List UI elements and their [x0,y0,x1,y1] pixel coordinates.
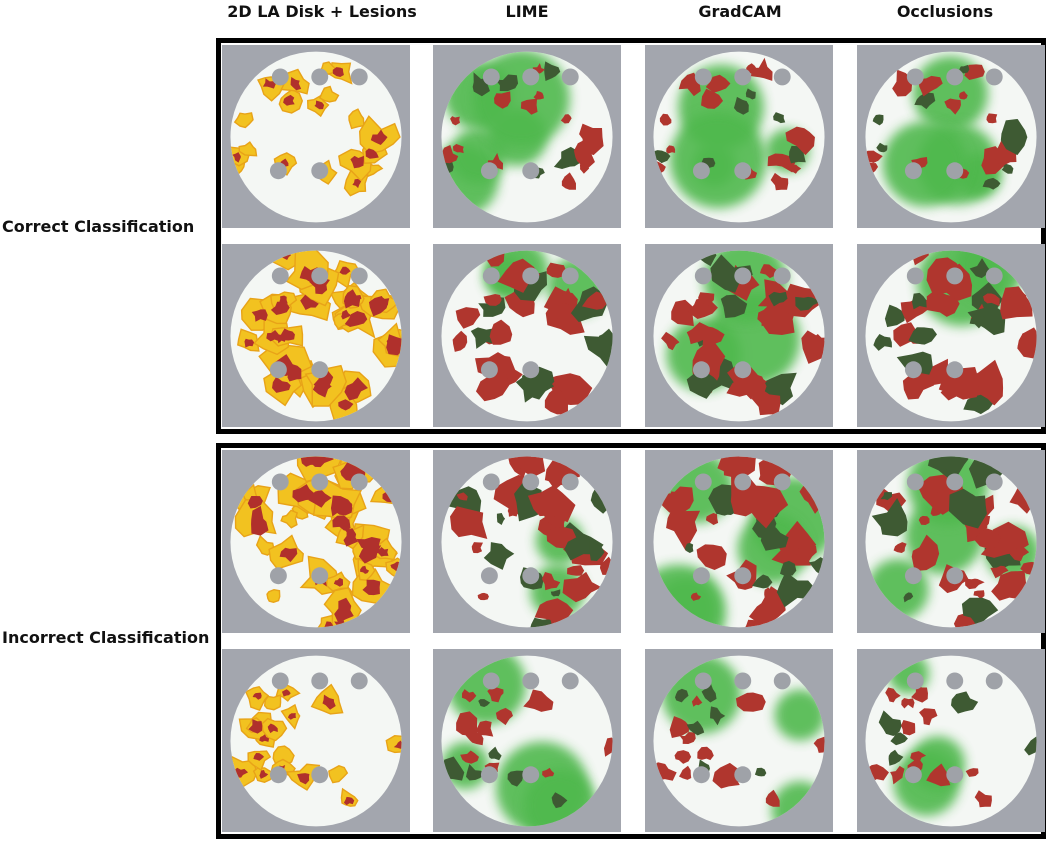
tile-occlusions-correct-2 [857,244,1045,427]
tile-occlusions-correct-1 [857,45,1045,228]
disk-image [441,456,613,628]
tile-lime-incorrect-2 [433,649,621,832]
disk-image [865,51,1037,223]
tile-lime-correct-2 [433,244,621,427]
disk-image [865,250,1037,422]
disk-image [441,51,613,223]
disk-image [653,456,825,628]
tile-occlusions-incorrect-2 [857,649,1045,832]
disk-image [865,655,1037,827]
tile-lime-correct-1 [433,45,621,228]
disk-image [441,250,613,422]
tile-input-correct-2 [222,244,410,427]
disk-image [653,250,825,422]
column-header-input: 2D LA Disk + Lesions [227,2,417,21]
tile-gradcam-incorrect-1 [645,450,833,633]
disk-image [230,250,402,422]
tile-gradcam-correct-2 [645,244,833,427]
tile-lime-incorrect-1 [433,450,621,633]
disk-image [230,456,402,628]
group-label-incorrect: Incorrect Classification [2,628,210,647]
tile-input-correct-1 [222,45,410,228]
tile-gradcam-correct-1 [645,45,833,228]
column-header-lime: LIME [505,2,549,21]
group-label-correct: Correct Classification [2,217,195,236]
column-header-gradcam: GradCAM [698,2,782,21]
tile-occlusions-incorrect-1 [857,450,1045,633]
disk-image [865,456,1037,628]
disk-image [653,655,825,827]
disk-image [653,51,825,223]
tile-input-incorrect-1 [222,450,410,633]
tile-gradcam-incorrect-2 [645,649,833,832]
column-header-occlusions: Occlusions [896,2,994,21]
disk-image [230,51,402,223]
disk-image [441,655,613,827]
tile-input-incorrect-2 [222,649,410,832]
disk-image [230,655,402,827]
